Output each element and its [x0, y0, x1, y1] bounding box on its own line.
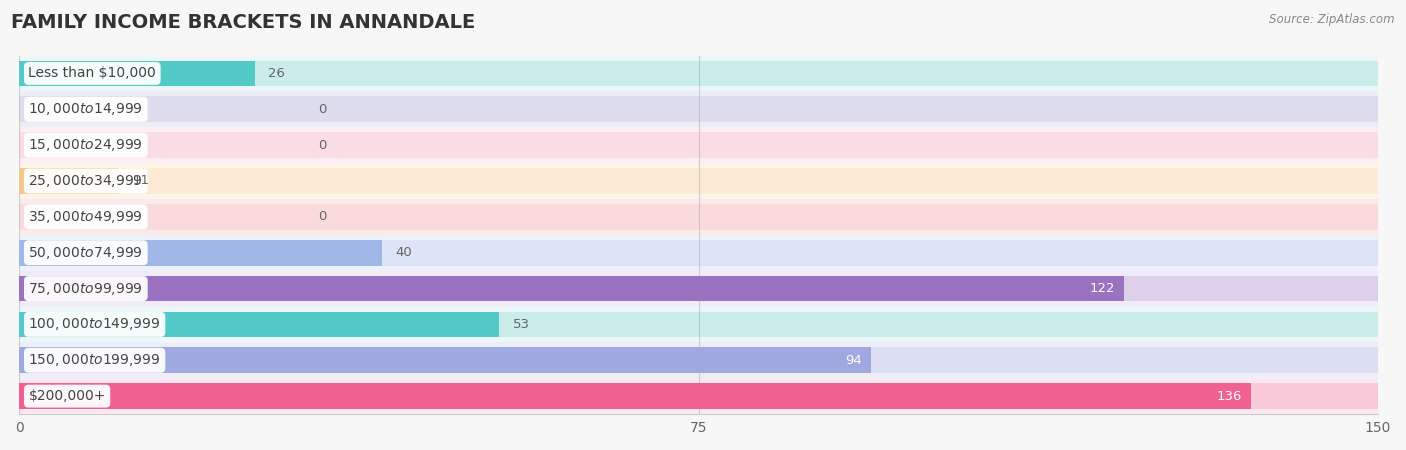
Text: 136: 136	[1216, 390, 1241, 403]
Text: FAMILY INCOME BRACKETS IN ANNANDALE: FAMILY INCOME BRACKETS IN ANNANDALE	[11, 14, 475, 32]
Bar	[20, 347, 1378, 373]
Bar	[20, 342, 1378, 378]
Text: Less than $10,000: Less than $10,000	[28, 67, 156, 81]
Bar	[20, 383, 1378, 409]
Text: 94: 94	[845, 354, 862, 367]
Bar	[20, 199, 1378, 235]
Bar	[20, 276, 1125, 302]
Bar	[20, 240, 1378, 266]
Bar	[20, 127, 1378, 163]
Bar	[20, 235, 1378, 270]
Text: Source: ZipAtlas.com: Source: ZipAtlas.com	[1270, 14, 1395, 27]
Bar	[20, 240, 381, 266]
Text: $15,000 to $24,999: $15,000 to $24,999	[28, 137, 143, 153]
Text: 122: 122	[1090, 282, 1115, 295]
Bar	[20, 204, 1378, 230]
Text: 0: 0	[318, 139, 326, 152]
Bar	[20, 383, 1251, 409]
Bar	[20, 378, 1378, 414]
Text: 53: 53	[513, 318, 530, 331]
Bar	[20, 270, 1378, 306]
Bar	[20, 276, 1378, 302]
Text: 11: 11	[132, 175, 149, 188]
Bar	[20, 347, 870, 373]
Text: $50,000 to $74,999: $50,000 to $74,999	[28, 245, 143, 261]
Bar	[20, 60, 254, 86]
Text: $35,000 to $49,999: $35,000 to $49,999	[28, 209, 143, 225]
Text: 0: 0	[318, 210, 326, 223]
Bar	[20, 91, 1378, 127]
Text: $150,000 to $199,999: $150,000 to $199,999	[28, 352, 160, 368]
Text: $10,000 to $14,999: $10,000 to $14,999	[28, 101, 143, 117]
Text: $200,000+: $200,000+	[28, 389, 105, 403]
Text: $100,000 to $149,999: $100,000 to $149,999	[28, 316, 160, 333]
Bar	[20, 132, 1378, 158]
Bar	[20, 311, 499, 338]
Bar	[20, 96, 1378, 122]
Text: 0: 0	[318, 103, 326, 116]
Bar	[20, 306, 1378, 342]
Text: $25,000 to $34,999: $25,000 to $34,999	[28, 173, 143, 189]
Text: 40: 40	[395, 246, 412, 259]
Text: 26: 26	[269, 67, 285, 80]
Bar	[20, 168, 1378, 194]
Bar	[20, 55, 1378, 91]
Bar	[20, 163, 1378, 199]
Text: $75,000 to $99,999: $75,000 to $99,999	[28, 280, 143, 297]
Bar	[20, 60, 1378, 86]
Bar	[20, 168, 120, 194]
Bar	[20, 311, 1378, 338]
